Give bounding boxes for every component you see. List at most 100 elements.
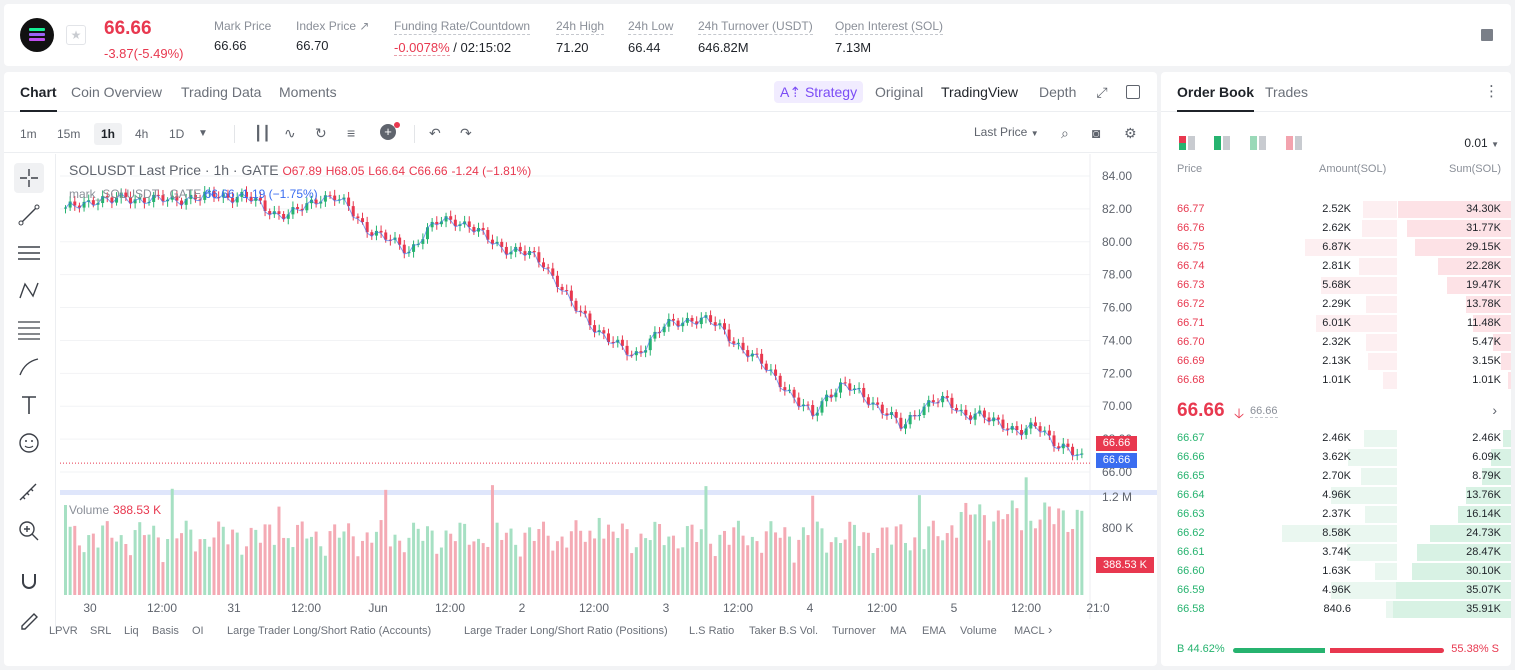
tab-coin-overview[interactable]: Coin Overview bbox=[71, 84, 163, 100]
bid-row[interactable]: 66.63 2.37K 16.14K bbox=[1161, 505, 1511, 524]
brush-icon[interactable] bbox=[14, 352, 44, 382]
amount-depth-bar bbox=[1362, 220, 1397, 237]
price-chart[interactable]: 84.00 82.00 80.00 78.00 76.00 74.00 72.00 70.00… bbox=[60, 154, 1157, 619]
volume-bar bbox=[555, 541, 559, 595]
indicators-icon[interactable]: ∿ bbox=[284, 125, 296, 141]
timeframe-dropdown-icon[interactable]: ▼ bbox=[198, 128, 208, 139]
chart-canvas[interactable]: 84.00 82.00 80.00 78.00 76.00 74.00 72.00 70.00… bbox=[60, 154, 1157, 619]
favorite-star-icon[interactable]: ★ bbox=[66, 25, 86, 45]
window-icon[interactable] bbox=[1126, 85, 1140, 99]
indicator-turnover[interactable]: Turnover bbox=[832, 625, 876, 637]
timeframe-15m[interactable]: 15m bbox=[57, 127, 81, 141]
chevron-right-icon[interactable]: › bbox=[1048, 622, 1053, 637]
search-icon[interactable]: ⌕ bbox=[1061, 125, 1069, 141]
chevron-right-icon[interactable]: › bbox=[1492, 402, 1497, 418]
more-icon[interactable]: ⋮ bbox=[1484, 83, 1499, 100]
gear-icon[interactable]: ⚙ bbox=[1124, 125, 1137, 141]
bid-row[interactable]: 66.67 2.46K 2.46K bbox=[1161, 429, 1511, 448]
bid-row[interactable]: 66.60 1.63K 30.10K bbox=[1161, 562, 1511, 581]
indicator-large-trader-accounts[interactable]: Large Trader Long/Short Ratio (Accounts) bbox=[227, 625, 432, 637]
camera-icon[interactable]: ◙ bbox=[1092, 125, 1101, 141]
ask-row[interactable]: 66.71 6.01K 11.48K bbox=[1161, 314, 1511, 333]
bid-row[interactable]: 66.58 840.6 35.91K bbox=[1161, 600, 1511, 619]
precision-dropdown[interactable]: 0.01 ▼ bbox=[1464, 136, 1499, 150]
tab-order-book[interactable]: Order Book bbox=[1177, 84, 1255, 112]
pencil-lock-icon[interactable] bbox=[14, 604, 44, 634]
indicator-basis[interactable]: Basis bbox=[152, 625, 179, 637]
bid-row[interactable]: 66.61 3.74K 28.47K bbox=[1161, 543, 1511, 562]
pattern-icon[interactable] bbox=[14, 276, 44, 306]
ask-row[interactable]: 66.69 2.13K 3.15K bbox=[1161, 352, 1511, 371]
trend-line-icon[interactable] bbox=[14, 200, 44, 230]
tab-moments[interactable]: Moments bbox=[279, 84, 337, 100]
timeframe-1m[interactable]: 1m bbox=[20, 127, 37, 141]
undo-icon[interactable]: ↶ bbox=[429, 125, 441, 141]
indicator-volume[interactable]: Volume bbox=[960, 625, 997, 637]
settings-list-icon[interactable]: ≡ bbox=[347, 125, 356, 141]
stat-funding-rate[interactable]: Funding Rate/Countdown -0.0078% / 02:15:… bbox=[394, 19, 531, 56]
bid-row[interactable]: 66.62 8.58K 24.73K bbox=[1161, 524, 1511, 543]
candle-body bbox=[384, 232, 388, 240]
ask-row[interactable]: 66.76 2.62K 31.77K bbox=[1161, 219, 1511, 238]
crosshair-icon[interactable] bbox=[14, 163, 44, 193]
tab-tradingview[interactable]: TradingView bbox=[941, 84, 1019, 100]
indicator-oi[interactable]: OI bbox=[192, 625, 204, 637]
candle-body bbox=[421, 239, 425, 244]
fib-icon[interactable] bbox=[14, 314, 44, 344]
volume-bar bbox=[774, 532, 778, 595]
indicator-liq[interactable]: Liq bbox=[124, 625, 139, 637]
ask-row[interactable]: 66.74 2.81K 22.28K bbox=[1161, 257, 1511, 276]
volume-bar bbox=[300, 521, 304, 595]
indicator-srl[interactable]: SRL bbox=[90, 625, 112, 637]
horizontal-lines-icon[interactable] bbox=[14, 238, 44, 268]
book-icon[interactable] bbox=[1481, 29, 1493, 41]
bid-row[interactable]: 66.66 3.62K 6.09K bbox=[1161, 448, 1511, 467]
expand-icon[interactable]: ⤢ bbox=[1096, 84, 1108, 100]
emoji-icon[interactable] bbox=[14, 428, 44, 458]
ask-row[interactable]: 66.75 6.87K 29.15K bbox=[1161, 238, 1511, 257]
tab-trading-data[interactable]: Trading Data bbox=[181, 84, 262, 100]
view-depth-icon[interactable] bbox=[1286, 136, 1302, 150]
tab-chart[interactable]: Chart bbox=[20, 84, 57, 112]
zoom-in-icon[interactable] bbox=[14, 516, 44, 546]
bid-row[interactable]: 66.65 2.70K 8.79K bbox=[1161, 467, 1511, 486]
timeframe-4h[interactable]: 4h bbox=[135, 127, 149, 141]
stat-value: 646.82M bbox=[698, 40, 749, 55]
y-tick-label: 66.00 bbox=[1102, 465, 1132, 479]
magnet-icon[interactable] bbox=[14, 566, 44, 596]
ruler-icon[interactable] bbox=[14, 478, 44, 508]
view-both-icon[interactable] bbox=[1179, 136, 1195, 150]
candlestick-type-icon[interactable]: ┃┃ bbox=[254, 125, 271, 141]
timeframe-1h[interactable]: 1h bbox=[94, 123, 123, 145]
candle-body bbox=[217, 197, 221, 199]
tab-original[interactable]: Original bbox=[875, 84, 924, 100]
stat-index-price[interactable]: Index Price ↗ 66.70 bbox=[296, 19, 369, 53]
indicator-ma[interactable]: MA bbox=[890, 625, 907, 637]
tab-depth[interactable]: Depth bbox=[1039, 84, 1077, 100]
text-icon[interactable] bbox=[14, 390, 44, 420]
redo-icon[interactable]: ↷ bbox=[460, 125, 472, 141]
indicator-taker-bs-vol[interactable]: Taker B.S Vol. bbox=[749, 625, 819, 637]
ask-row[interactable]: 66.72 2.29K 13.78K bbox=[1161, 295, 1511, 314]
last-price: 66.66 bbox=[104, 18, 152, 39]
strategy-button[interactable]: A⇡ Strategy bbox=[774, 81, 864, 103]
indicator-ema[interactable]: EMA bbox=[922, 625, 946, 637]
ask-row[interactable]: 66.77 2.52K 34.30K bbox=[1161, 200, 1511, 219]
indicator-macl[interactable]: MACL bbox=[1014, 625, 1045, 637]
view-asks-icon[interactable] bbox=[1250, 136, 1266, 150]
add-icon[interactable]: + bbox=[380, 124, 396, 140]
refresh-icon[interactable]: ↻ bbox=[315, 125, 327, 141]
bid-row[interactable]: 66.59 4.96K 35.07K bbox=[1161, 581, 1511, 600]
indicator-ls-ratio[interactable]: L.S Ratio bbox=[689, 625, 735, 637]
ask-row[interactable]: 66.68 1.01K 1.01K bbox=[1161, 371, 1511, 390]
ask-row[interactable]: 66.73 5.68K 19.47K bbox=[1161, 276, 1511, 295]
tab-trades[interactable]: Trades bbox=[1265, 84, 1309, 100]
view-bids-icon[interactable] bbox=[1214, 136, 1230, 150]
price-type-dropdown[interactable]: Last Price ▼ bbox=[974, 125, 1039, 139]
mark-price-line bbox=[65, 191, 1082, 457]
timeframe-1d[interactable]: 1D bbox=[169, 127, 185, 141]
ask-row[interactable]: 66.70 2.32K 5.47K bbox=[1161, 333, 1511, 352]
indicator-lpvr[interactable]: LPVR bbox=[49, 625, 78, 637]
indicator-large-trader-positions[interactable]: Large Trader Long/Short Ratio (Positions… bbox=[464, 625, 668, 637]
bid-row[interactable]: 66.64 4.96K 13.76K bbox=[1161, 486, 1511, 505]
